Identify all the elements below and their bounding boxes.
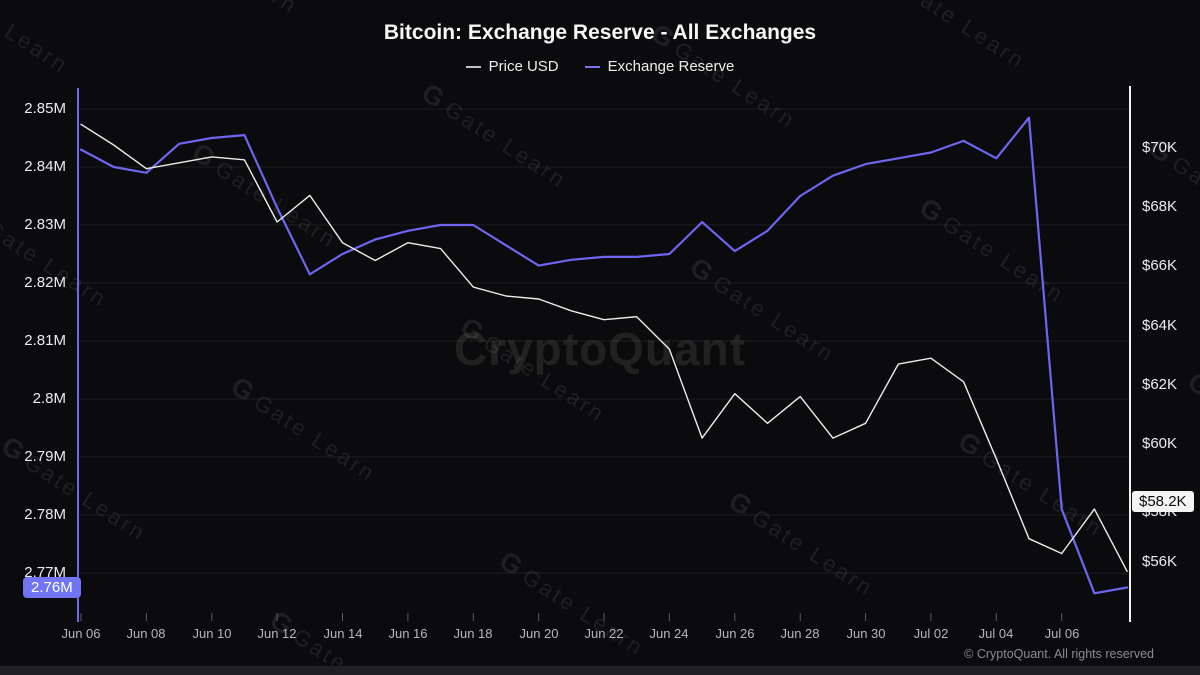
x-axis-label: Jul 04 — [978, 626, 1014, 641]
x-axis-label: Jun 10 — [192, 626, 232, 641]
x-axis-label: Jun 14 — [323, 626, 363, 641]
right-axis-label: $68K — [1142, 198, 1178, 215]
copyright-text: © CryptoQuant. All rights reserved — [964, 647, 1154, 661]
x-axis-label: Jun 20 — [519, 626, 559, 641]
footer-band — [0, 666, 1200, 675]
left-axis-label: 2.78M — [24, 506, 66, 523]
legend-item-reserve[interactable]: Exchange Reserve — [584, 58, 735, 75]
reserve-line-swatch — [584, 65, 600, 68]
legend-label-reserve: Exchange Reserve — [607, 58, 735, 75]
series-reserve — [79, 116, 1129, 595]
x-axis-label: Jun 24 — [649, 626, 689, 641]
x-axis-label: Jun 08 — [126, 626, 166, 641]
right-axis-label: $66K — [1142, 257, 1178, 274]
right-axis-label: $60K — [1142, 435, 1178, 452]
right-axis-label: $64K — [1142, 317, 1178, 334]
reserve-current-badge: 2.76M — [23, 577, 81, 598]
left-axis-label: 2.84M — [24, 158, 66, 175]
left-axis-label: 2.79M — [24, 448, 66, 465]
x-axis-label: Jul 02 — [913, 626, 949, 641]
x-axis-label: Jul 06 — [1044, 626, 1080, 641]
left-axis-label: 2.77M — [24, 564, 66, 581]
left-axis-label: 2.85M — [24, 100, 66, 117]
left-axis-label: 2.81M — [24, 332, 66, 349]
x-axis-label: Jun 30 — [846, 626, 886, 641]
x-axis-label: Jun 26 — [715, 626, 755, 641]
right-axis-label: $62K — [1142, 376, 1178, 393]
series-price — [80, 123, 1128, 572]
legend-item-price[interactable]: Price USD — [465, 58, 559, 75]
left-axis-label: 2.83M — [24, 216, 66, 233]
price-line-swatch — [465, 65, 481, 68]
x-axis-label: Jun 22 — [584, 626, 624, 641]
page-title: Bitcoin: Exchange Reserve - All Exchange… — [383, 21, 817, 44]
right-axis-label: $56K — [1142, 553, 1178, 570]
x-axis-label: Jun 18 — [453, 626, 493, 641]
x-axis-label: Jun 12 — [257, 626, 297, 641]
x-axis-label: Jun 06 — [61, 626, 101, 641]
right-axis-label: $70K — [1142, 139, 1178, 156]
price-current-badge: $58.2K — [1132, 491, 1194, 512]
chart-legend: Price USD Exchange Reserve — [0, 58, 1200, 75]
left-axis-label: 2.82M — [24, 274, 66, 291]
x-axis-label: Jun 16 — [388, 626, 428, 641]
left-axis-label: 2.8M — [32, 390, 66, 407]
legend-label-price: Price USD — [488, 58, 559, 75]
x-axis-label: Jun 28 — [780, 626, 820, 641]
